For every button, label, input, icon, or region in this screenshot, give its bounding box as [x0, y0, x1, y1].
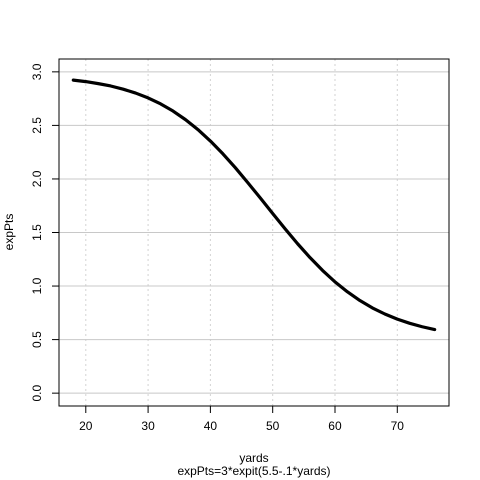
x-tick-label: 60	[328, 419, 342, 433]
y-tick-label: 0.5	[30, 331, 44, 348]
x-tick-label: 30	[141, 419, 155, 433]
y-tick-label: 2.5	[30, 117, 44, 134]
y-tick-label: 0.0	[30, 384, 44, 401]
y-tick-label: 1.0	[30, 277, 44, 294]
x-tick-label: 20	[79, 419, 93, 433]
series-line	[71, 78, 437, 332]
x-axis: 20 30 40 50 60 70	[79, 406, 404, 433]
x-tick-label: 40	[204, 419, 218, 433]
y-tick-label: 2.0	[30, 170, 44, 187]
grid	[59, 59, 449, 406]
y-tick-label: 1.5	[30, 224, 44, 241]
x-axis-title: yards	[239, 451, 268, 465]
x-tick-label: 50	[266, 419, 280, 433]
y-axis: 0.0 0.5 1.0 1.5 2.0 2.5 3.0	[30, 63, 59, 401]
x-axis-subtitle: expPts=3*expit(5.5-.1*yards)	[177, 464, 330, 478]
y-tick-label: 3.0	[30, 63, 44, 80]
x-tick-label: 70	[391, 419, 405, 433]
y-axis-title: expPts	[2, 214, 16, 251]
